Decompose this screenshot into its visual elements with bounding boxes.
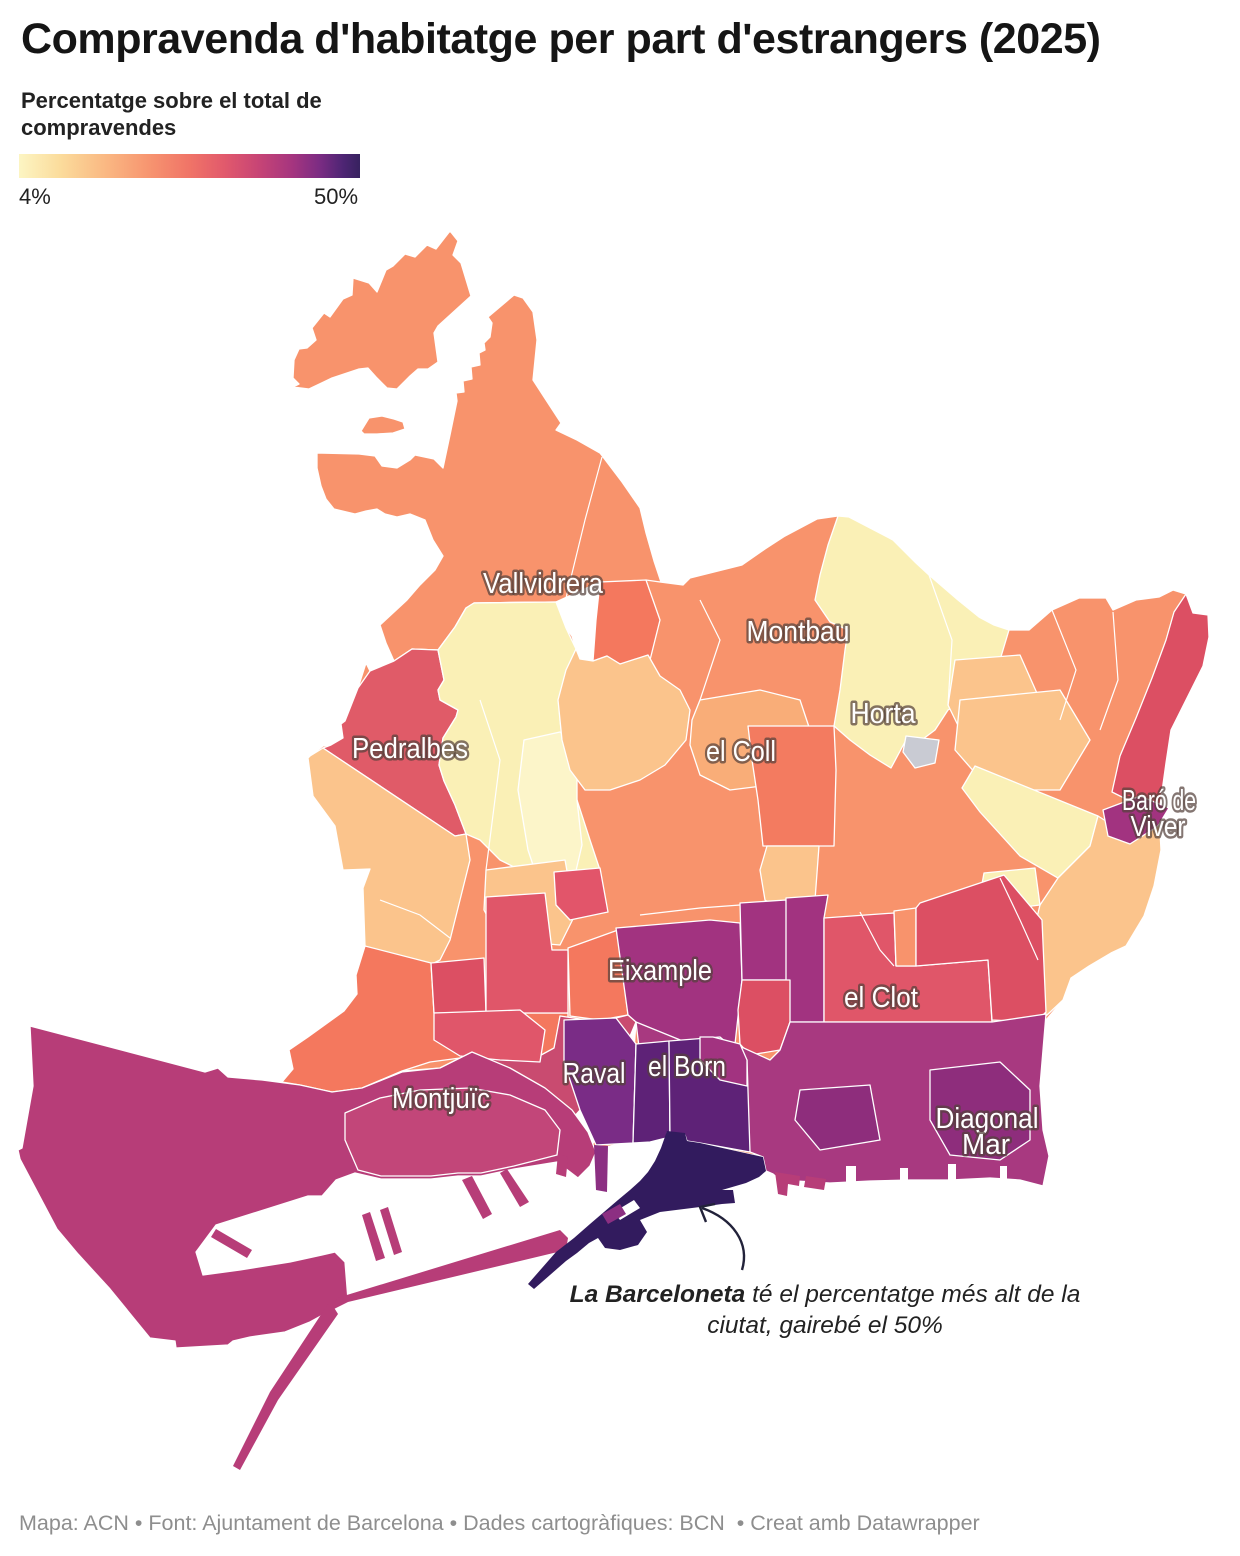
svg-text:Vallvidrera: Vallvidrera [483, 568, 604, 600]
svg-text:Eixample: Eixample [608, 955, 712, 987]
svg-text:Pedralbes: Pedralbes [352, 733, 468, 765]
svg-text:Baró de: Baró de [1122, 785, 1196, 817]
svg-text:Diagonal: Diagonal [936, 1103, 1039, 1135]
svg-text:Mar: Mar [962, 1129, 1010, 1161]
svg-text:Viver: Viver [1131, 811, 1186, 843]
svg-text:el Born: el Born [648, 1051, 726, 1083]
svg-text:Horta: Horta [851, 698, 917, 730]
svg-text:el Clot: el Clot [844, 982, 918, 1014]
svg-text:Montbau: Montbau [747, 616, 850, 648]
svg-text:Montjuïc: Montjuïc [392, 1083, 490, 1115]
svg-text:el Coll: el Coll [706, 736, 776, 768]
svg-text:Raval: Raval [563, 1058, 626, 1090]
